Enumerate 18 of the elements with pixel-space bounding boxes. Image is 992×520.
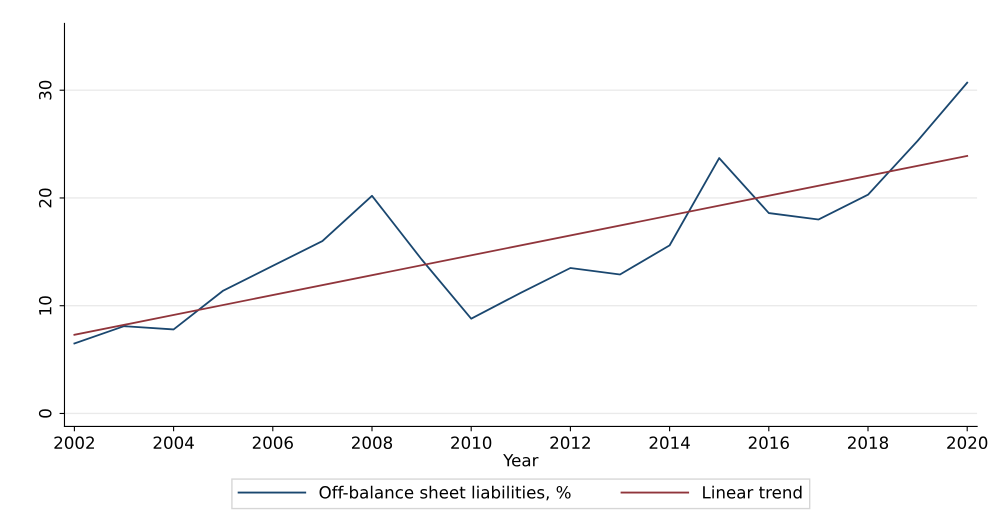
legend-label: Linear trend xyxy=(703,486,802,499)
y-tick-label: 20 xyxy=(38,188,52,208)
x-tick-label: 2006 xyxy=(252,436,293,450)
y-tick-label: 10 xyxy=(38,296,52,314)
x-tick-label: 2020 xyxy=(947,436,988,450)
x-tick-label: 2010 xyxy=(451,436,492,450)
x-axis-title: Year xyxy=(503,454,538,467)
line-series xyxy=(73,82,968,344)
x-tick-label: 2002 xyxy=(54,436,94,450)
y-tick-label: 30 xyxy=(38,80,52,100)
x-tick-label: 2008 xyxy=(352,436,392,450)
x-tick-label: 2004 xyxy=(154,436,194,450)
y-tick-label: 0 xyxy=(38,409,52,418)
x-tick-label: 2016 xyxy=(748,436,789,450)
x-tick-label: 2012 xyxy=(550,436,590,450)
legend-label: Off-balance sheet liabilities, % xyxy=(320,486,571,500)
x-tick-label: 2018 xyxy=(848,436,888,450)
x-tick-label: 2014 xyxy=(650,436,690,450)
